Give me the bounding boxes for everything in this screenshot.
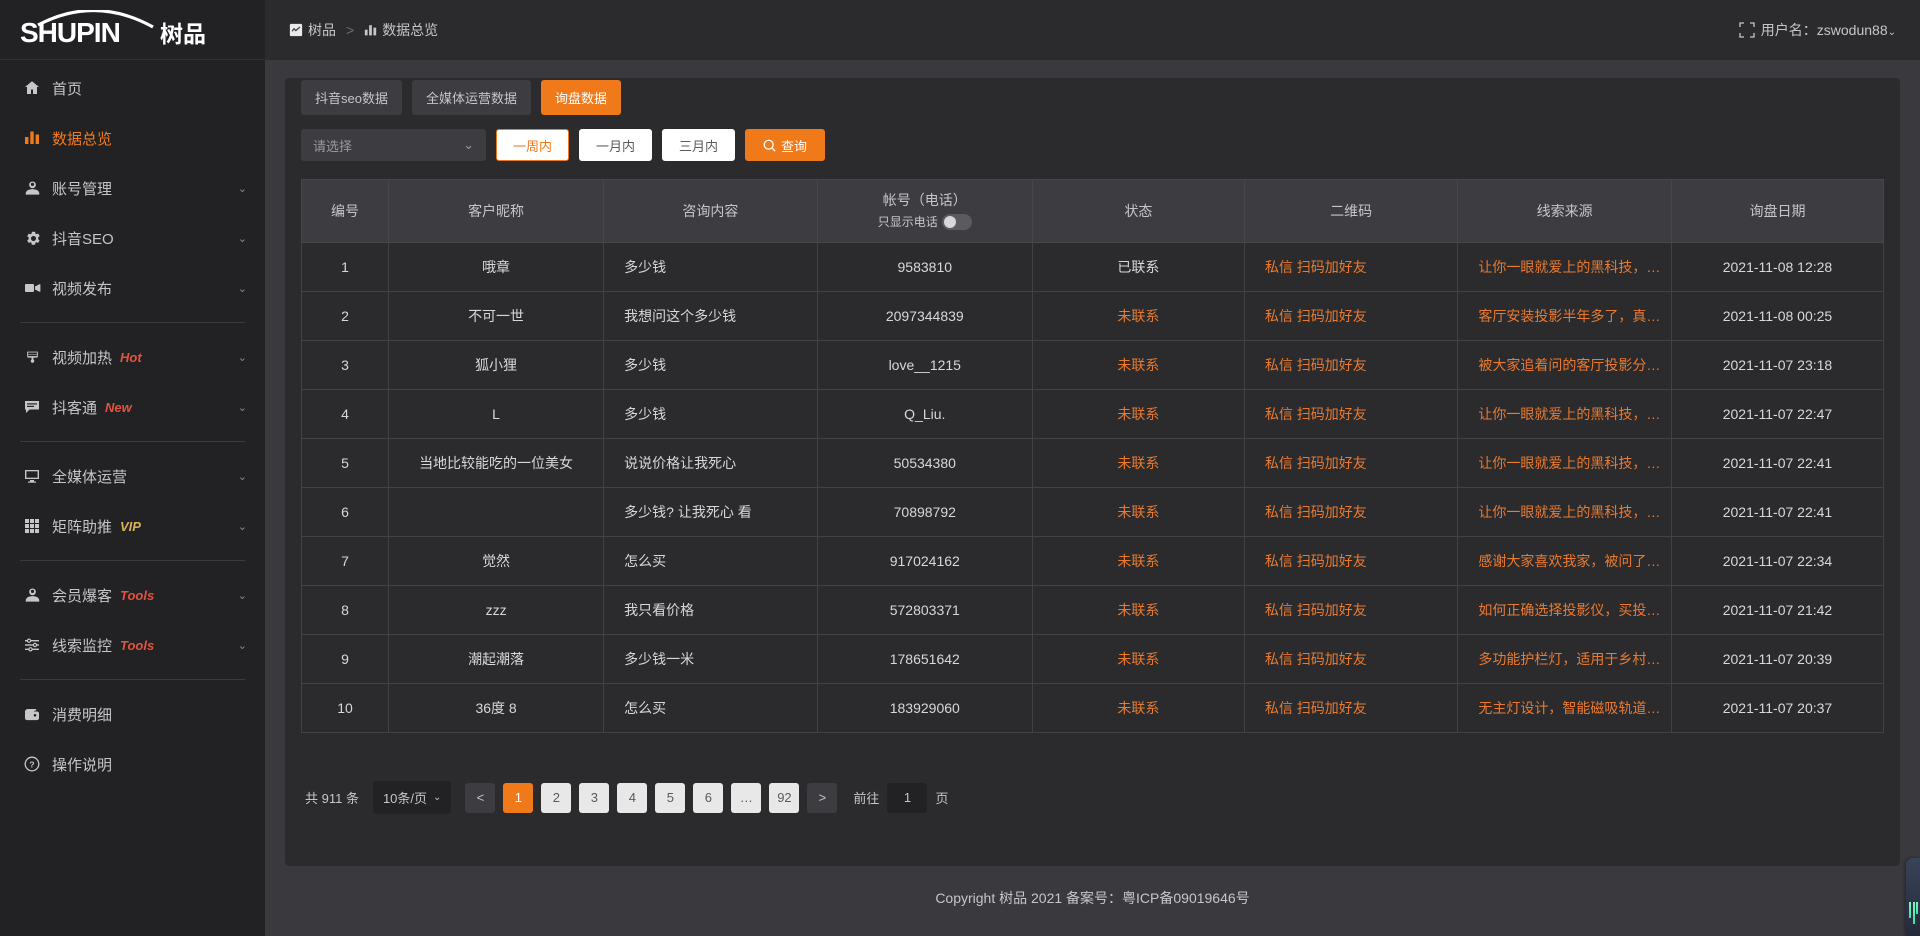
svg-text:SHUPIN: SHUPIN xyxy=(20,17,120,48)
svg-text:树品: 树品 xyxy=(160,15,206,49)
svg-text:?: ? xyxy=(29,760,34,770)
